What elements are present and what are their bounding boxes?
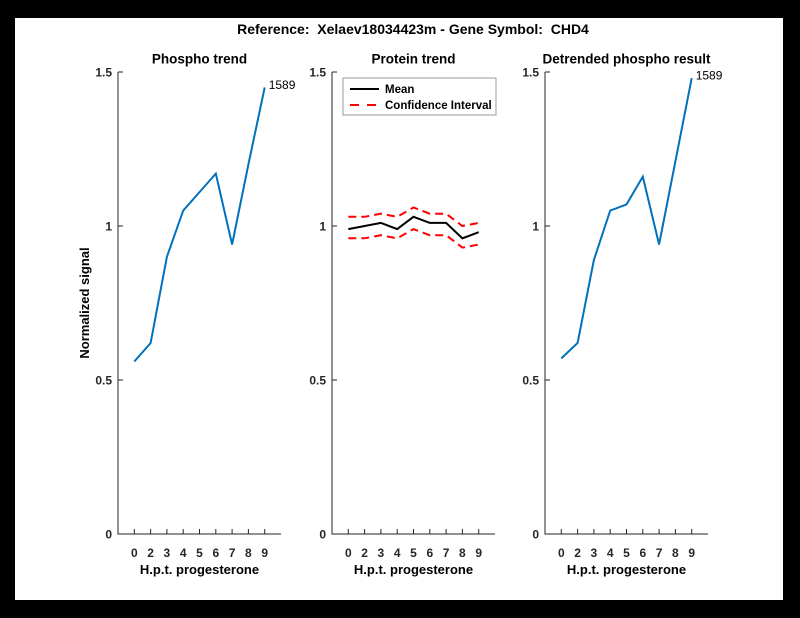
x-tick-label: 0 <box>558 546 565 560</box>
axes-spines <box>331 72 495 535</box>
y-tick-label: 0 <box>319 528 326 542</box>
phospho-trend-line <box>133 87 266 363</box>
y-tick-label: 0.5 <box>95 374 112 388</box>
legend-label: Mean <box>385 84 414 96</box>
x-tick-label: 9 <box>261 546 268 560</box>
x-tick-label: 0 <box>345 546 352 560</box>
x-tick-label: 9 <box>688 546 695 560</box>
x-tick-label: 8 <box>459 546 466 560</box>
x-tick-label: 9 <box>475 546 482 560</box>
ci-lower-line <box>348 228 479 249</box>
subplot-title: Phospho trend <box>152 52 247 67</box>
matlab-figure: Reference: Xelaev18034423m - Gene Symbol… <box>15 18 783 600</box>
x-tick-label: 2 <box>361 546 368 560</box>
x-axis-label: H.p.t. progesterone <box>140 562 259 577</box>
endpoint-annotation: 1589 <box>269 78 296 92</box>
y-tick-label: 1.5 <box>95 66 112 80</box>
x-tick-label: 2 <box>574 546 581 560</box>
subplot-title: Protein trend <box>371 52 455 67</box>
x-tick-label: 6 <box>639 546 646 560</box>
x-axis-label: H.p.t. progesterone <box>567 562 686 577</box>
x-tick-label: 4 <box>607 546 614 560</box>
figure-title: Reference: Xelaev18034423m - Gene Symbol… <box>237 21 589 37</box>
axes-spines <box>544 72 708 535</box>
x-tick-label: 3 <box>591 546 598 560</box>
x-tick-label: 0 <box>131 546 138 560</box>
x-axis-label: H.p.t. progesterone <box>354 562 473 577</box>
mean-line <box>348 215 480 240</box>
y-tick-label: 1 <box>319 220 326 234</box>
y-tick-label: 0 <box>532 528 539 542</box>
x-tick-label: 3 <box>378 546 385 560</box>
y-tick-label: 1 <box>105 220 112 234</box>
x-tick-label: 2 <box>147 546 154 560</box>
x-tick-label: 7 <box>229 546 236 560</box>
x-tick-label: 5 <box>623 546 630 560</box>
axes-spines <box>117 72 281 535</box>
x-tick-label: 5 <box>196 546 203 560</box>
x-tick-label: 7 <box>443 546 450 560</box>
ci-upper-line <box>348 206 479 228</box>
y-tick-label: 0 <box>105 528 112 542</box>
x-tick-label: 5 <box>410 546 417 560</box>
detrended-phospho-line <box>560 78 693 360</box>
x-tick-label: 4 <box>180 546 187 560</box>
endpoint-annotation: 1589 <box>696 69 723 83</box>
subplot-title: Detrended phospho result <box>542 52 711 67</box>
x-tick-label: 8 <box>245 546 252 560</box>
y-tick-label: 1.5 <box>522 66 539 80</box>
y-axis-label: Normalized signal <box>77 247 92 358</box>
x-tick-label: 8 <box>672 546 679 560</box>
legend-box <box>342 77 497 116</box>
legend-label: Confidence Interval <box>385 100 492 112</box>
y-tick-label: 1.5 <box>309 66 326 80</box>
x-tick-label: 6 <box>212 546 219 560</box>
x-tick-label: 3 <box>164 546 171 560</box>
x-tick-label: 7 <box>656 546 663 560</box>
x-tick-label: 4 <box>394 546 401 560</box>
y-tick-label: 0.5 <box>522 374 539 388</box>
x-tick-label: 6 <box>426 546 433 560</box>
y-tick-label: 1 <box>532 220 539 234</box>
y-tick-label: 0.5 <box>309 374 326 388</box>
